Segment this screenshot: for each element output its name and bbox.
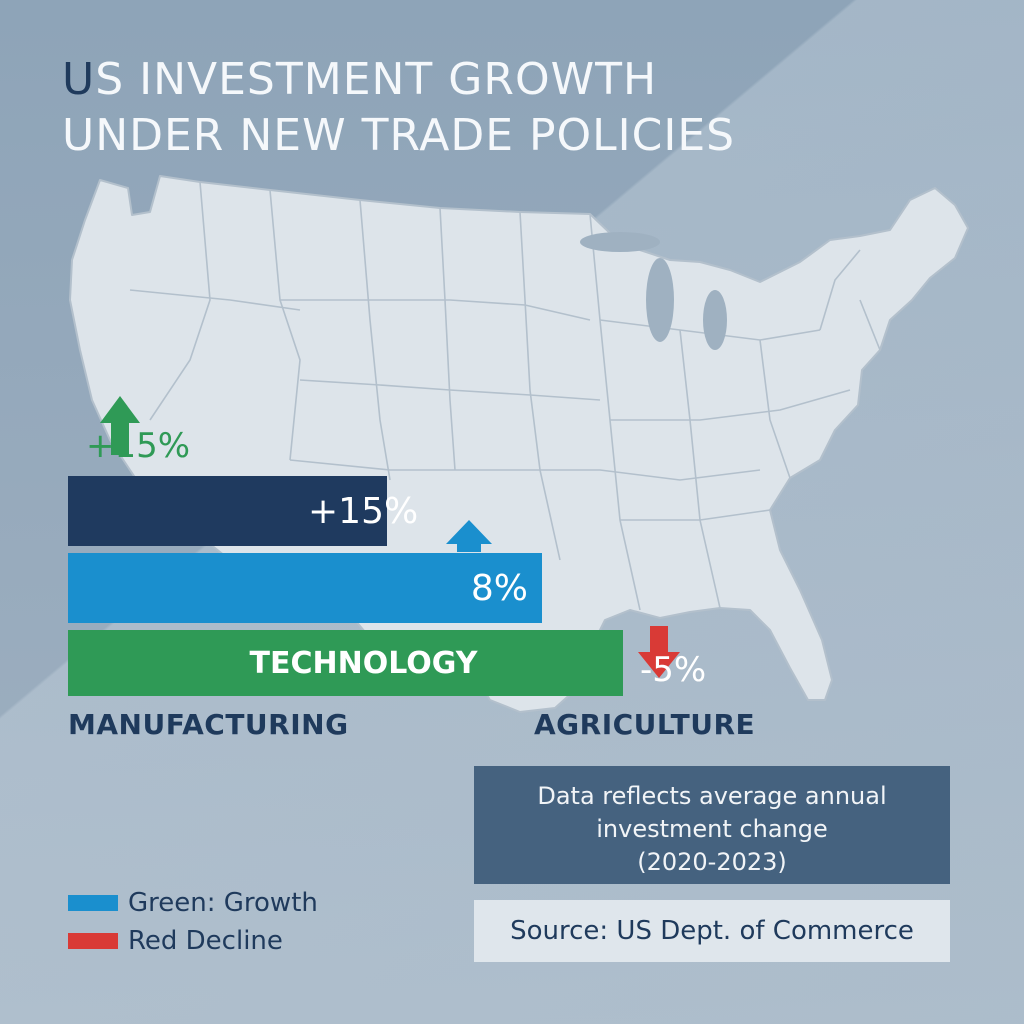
bar-agriculture: 8% xyxy=(68,553,542,623)
decline-arrow-down-icon xyxy=(638,626,680,678)
chart-title: US INVESTMENT GROWTH UNDER NEW TRADE POL… xyxy=(62,52,735,164)
note-line1: Data reflects average annual xyxy=(537,782,887,810)
title-line2: UNDER NEW TRADE POLICIES xyxy=(62,110,736,161)
bar-technology: TECHNOLOGY xyxy=(68,630,623,696)
legend-item-decline: Red Decline xyxy=(68,922,318,960)
note-box: Data reflects average annual investment … xyxy=(474,766,950,884)
bar-technology-label: TECHNOLOGY xyxy=(249,645,478,681)
legend-label-decline: Red Decline xyxy=(128,926,283,956)
legend-item-growth: Green: Growth xyxy=(68,884,318,922)
blue-swatch-icon xyxy=(68,895,118,911)
bar-manufacturing: +15% xyxy=(68,476,418,546)
lake-huron xyxy=(703,290,727,350)
state-borders xyxy=(129,181,881,611)
source-box: Source: US Dept. of Commerce xyxy=(474,900,950,962)
label-manufacturing: MANUFACTURING xyxy=(68,708,349,741)
growth-arrow-up-icon xyxy=(100,396,140,455)
note-line2: investment change xyxy=(596,815,828,843)
red-swatch-icon xyxy=(68,933,118,949)
legend: Green: Growth Red Decline xyxy=(68,884,318,960)
legend-label-growth: Green: Growth xyxy=(128,888,318,918)
blue-arrow-up-icon xyxy=(446,520,492,552)
note-line3: (2020-2023) xyxy=(637,848,787,876)
bar-manufacturing-value: +15% xyxy=(308,490,419,532)
bar-agriculture-value: 8% xyxy=(470,567,528,609)
lake-superior xyxy=(580,232,660,252)
map-decline-label: -5% xyxy=(640,650,707,690)
title-line1: S INVESTMENT GROWTH xyxy=(95,54,658,105)
map-growth-label: +15% xyxy=(86,426,191,466)
lake-michigan xyxy=(646,258,674,342)
label-agriculture: AGRICULTURE xyxy=(534,708,756,741)
title-first-letter: U xyxy=(62,54,96,105)
